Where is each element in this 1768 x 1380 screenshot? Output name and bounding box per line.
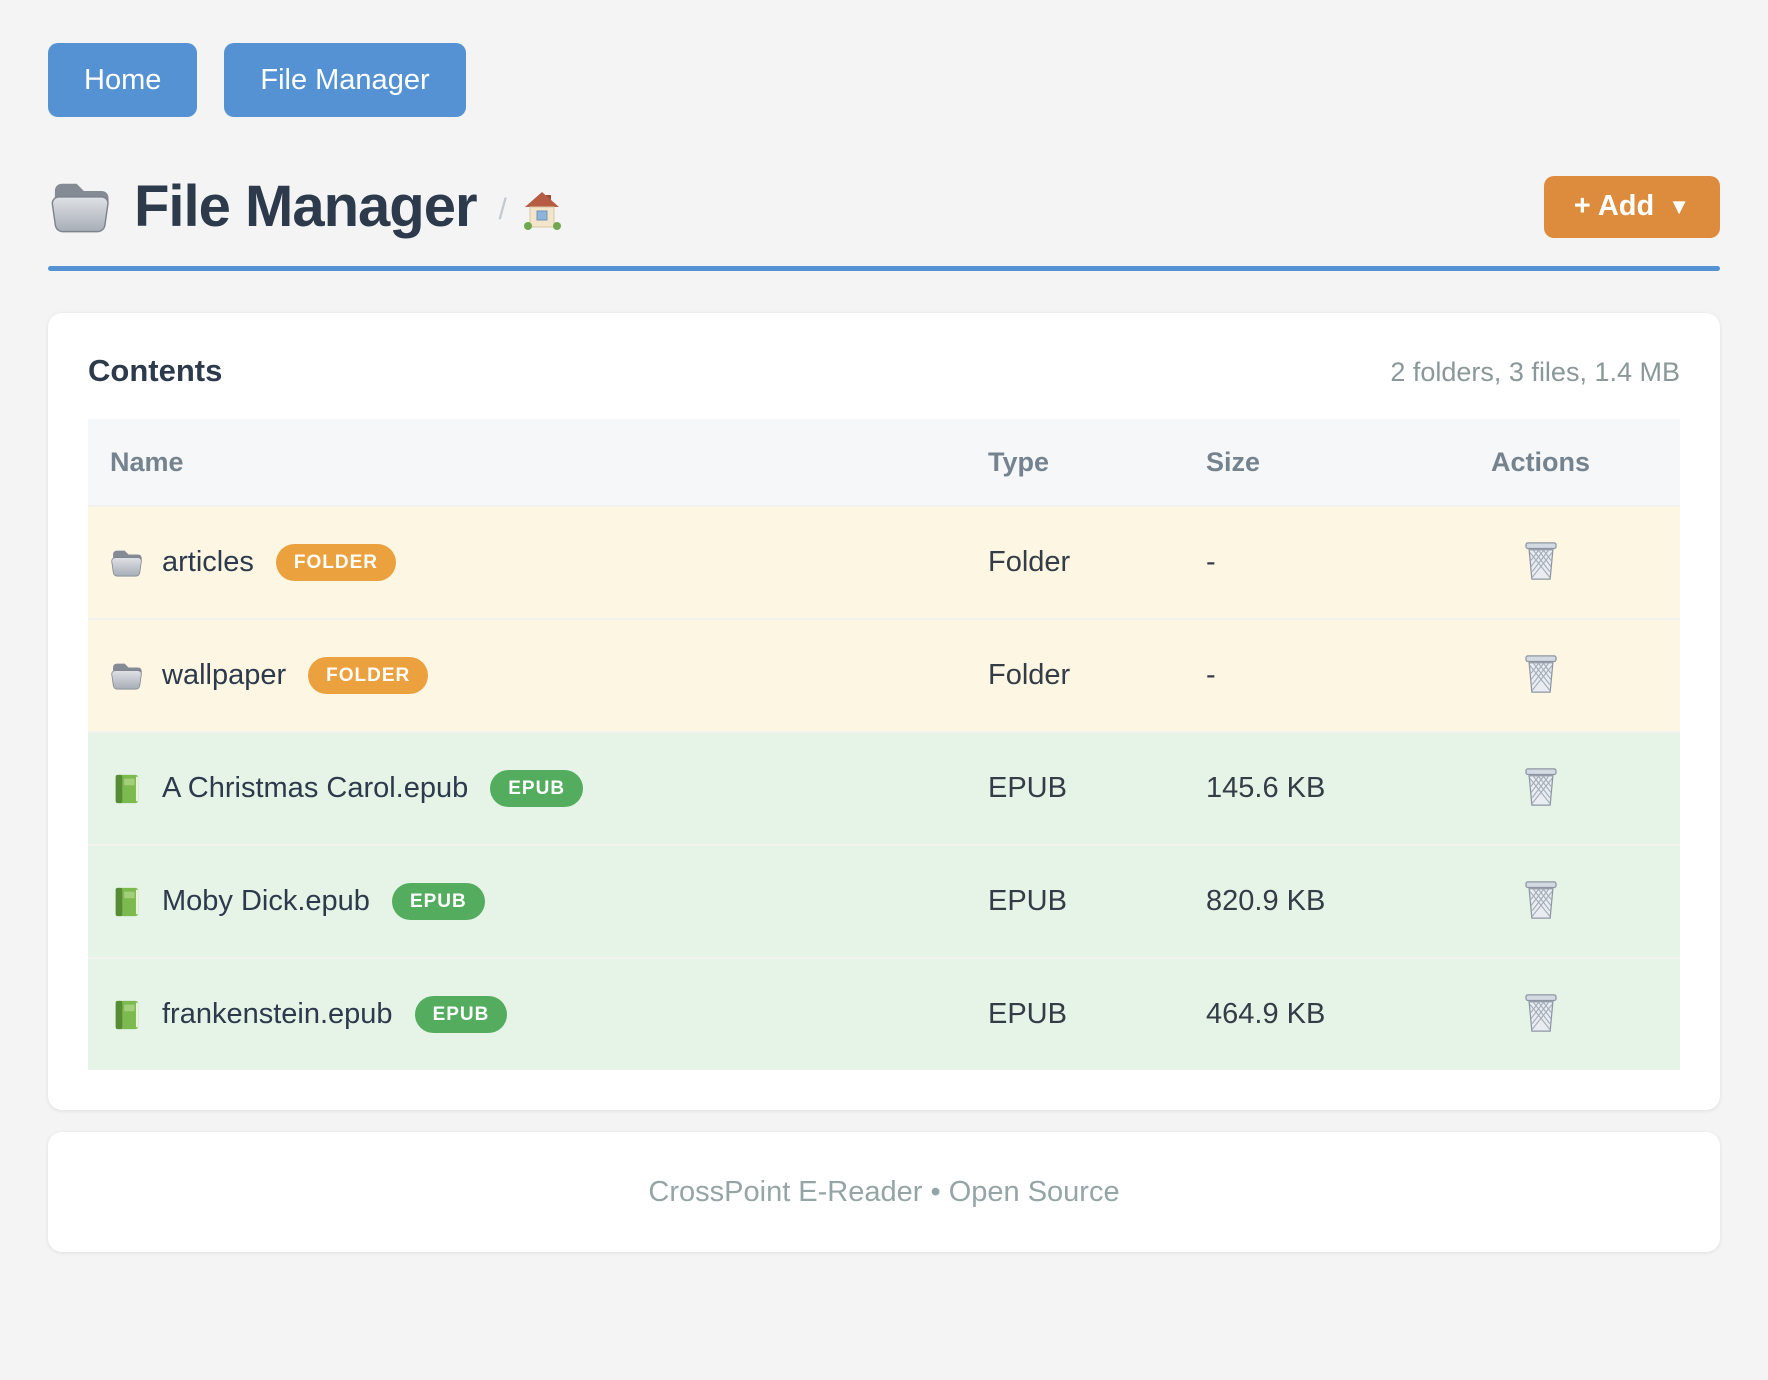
footer: CrossPoint E-Reader • Open Source bbox=[48, 1132, 1720, 1252]
header-divider bbox=[48, 266, 1720, 271]
nav-file-manager-button[interactable]: File Manager bbox=[224, 43, 466, 117]
delete-button[interactable] bbox=[1519, 537, 1563, 585]
size-cell: - bbox=[1206, 659, 1216, 691]
trash-icon bbox=[1524, 541, 1557, 580]
size-cell: 145.6 KB bbox=[1206, 772, 1326, 804]
type-badge: EPUB bbox=[391, 883, 485, 920]
delete-button[interactable] bbox=[1519, 763, 1563, 811]
trash-icon bbox=[1524, 880, 1557, 919]
contents-card-header: Contents 2 folders, 3 files, 1.4 MB bbox=[88, 353, 1680, 389]
folder-icon bbox=[111, 662, 143, 690]
add-button[interactable]: + Add ▼ bbox=[1543, 175, 1720, 238]
file-name: articles bbox=[162, 546, 254, 578]
type-cell: Folder bbox=[988, 546, 1071, 578]
size-cell: - bbox=[1206, 546, 1216, 578]
page-title: File Manager bbox=[134, 174, 478, 239]
table-row[interactable]: wallpaper FOLDER Folder - bbox=[88, 618, 1680, 731]
contents-card: Contents 2 folders, 3 files, 1.4 MB Name… bbox=[48, 313, 1720, 1110]
caret-down-icon: ▼ bbox=[1668, 193, 1690, 219]
column-header-size: Size bbox=[1206, 446, 1261, 477]
contents-summary: 2 folders, 3 files, 1.4 MB bbox=[1390, 357, 1680, 387]
table-row[interactable]: Moby Dick.epub EPUB EPUB 820.9 KB bbox=[88, 844, 1680, 957]
type-badge: FOLDER bbox=[308, 657, 429, 694]
actions-cell bbox=[1379, 537, 1680, 589]
home-icon[interactable] bbox=[521, 191, 563, 231]
actions-cell bbox=[1379, 989, 1680, 1041]
size-cell: 464.9 KB bbox=[1206, 998, 1326, 1030]
type-cell: Folder bbox=[988, 659, 1071, 691]
file-table-body: articles FOLDER Folder - wallpaper FOLDE… bbox=[88, 505, 1680, 1070]
folder-icon bbox=[51, 182, 110, 232]
file-name: wallpaper bbox=[162, 659, 287, 691]
column-header-name: Name bbox=[110, 446, 184, 477]
file-link[interactable]: articles FOLDER bbox=[88, 544, 966, 581]
footer-text: CrossPoint E-Reader • Open Source bbox=[648, 1175, 1120, 1208]
actions-cell bbox=[1379, 876, 1680, 928]
file-link[interactable]: A Christmas Carol.epub EPUB bbox=[88, 770, 966, 807]
contents-title: Contents bbox=[88, 353, 223, 388]
green-book-icon bbox=[115, 887, 139, 916]
breadcrumb: File Manager / bbox=[48, 173, 563, 240]
page: Home File Manager File Manager / + Add ▼… bbox=[48, 0, 1720, 1252]
nav-home-button[interactable]: Home bbox=[48, 43, 198, 117]
trash-icon bbox=[1524, 654, 1557, 693]
breadcrumb-separator: / bbox=[498, 192, 507, 226]
file-name: A Christmas Carol.epub bbox=[162, 772, 469, 804]
actions-cell bbox=[1379, 650, 1680, 702]
add-button-label: + Add bbox=[1573, 190, 1655, 222]
type-cell: EPUB bbox=[988, 998, 1067, 1030]
file-name: Moby Dick.epub bbox=[162, 885, 370, 917]
actions-cell bbox=[1379, 763, 1680, 815]
delete-button[interactable] bbox=[1519, 650, 1563, 698]
type-cell: EPUB bbox=[988, 885, 1067, 917]
file-link[interactable]: wallpaper FOLDER bbox=[88, 657, 966, 694]
type-cell: EPUB bbox=[988, 772, 1067, 804]
green-book-icon bbox=[115, 774, 139, 803]
size-cell: 820.9 KB bbox=[1206, 885, 1326, 917]
green-book-icon bbox=[115, 1000, 139, 1029]
type-badge: EPUB bbox=[490, 770, 584, 807]
page-header: File Manager / + Add ▼ bbox=[48, 173, 1720, 240]
table-row[interactable]: articles FOLDER Folder - bbox=[88, 505, 1680, 618]
table-row[interactable]: A Christmas Carol.epub EPUB EPUB 145.6 K… bbox=[88, 731, 1680, 844]
trash-icon bbox=[1524, 993, 1557, 1032]
delete-button[interactable] bbox=[1519, 876, 1563, 924]
delete-button[interactable] bbox=[1519, 989, 1563, 1037]
file-table-header: Name Type Size Actions bbox=[88, 419, 1680, 505]
file-link[interactable]: frankenstein.epub EPUB bbox=[88, 996, 966, 1033]
trash-icon bbox=[1524, 767, 1557, 806]
type-badge: FOLDER bbox=[275, 544, 396, 581]
folder-icon bbox=[111, 549, 143, 577]
type-badge: EPUB bbox=[414, 996, 508, 1033]
file-table: Name Type Size Actions articles FOLDER F… bbox=[88, 419, 1680, 1070]
column-header-actions: Actions bbox=[1490, 446, 1590, 477]
file-name: frankenstein.epub bbox=[162, 998, 393, 1030]
top-nav: Home File Manager bbox=[48, 43, 1720, 117]
file-link[interactable]: Moby Dick.epub EPUB bbox=[88, 883, 966, 920]
table-row[interactable]: frankenstein.epub EPUB EPUB 464.9 KB bbox=[88, 957, 1680, 1070]
column-header-type: Type bbox=[988, 446, 1050, 477]
